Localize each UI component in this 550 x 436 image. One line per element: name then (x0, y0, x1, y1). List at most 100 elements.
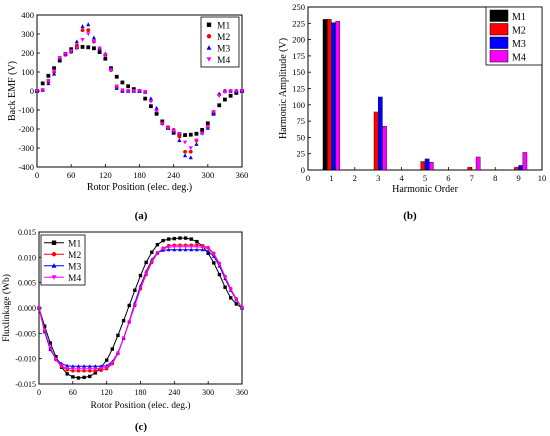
data-point (70, 364, 75, 368)
data-point (59, 364, 64, 368)
legend-label: M2 (217, 33, 230, 43)
x-tick-label: 240 (168, 388, 180, 397)
data-point (114, 84, 119, 89)
data-point (143, 96, 148, 101)
data-point (34, 89, 40, 94)
data-point (144, 271, 149, 276)
data-point (74, 43, 79, 48)
data-point (161, 247, 165, 251)
data-point (155, 242, 160, 247)
data-point (178, 245, 182, 249)
x-tick-label: 360 (236, 388, 248, 397)
y-tick-label: 0.000 (18, 304, 36, 313)
data-point (40, 88, 45, 93)
data-point (205, 121, 210, 126)
bar (522, 152, 528, 171)
legend-label: M1 (68, 239, 81, 249)
data-point (116, 333, 120, 338)
y-tick-label: 125 (292, 84, 305, 94)
bar (322, 19, 328, 171)
data-point (87, 367, 92, 371)
data-point (234, 302, 239, 306)
bar (475, 156, 481, 171)
x-tick-label: 7 (470, 173, 474, 183)
x-tick-label: 60 (69, 388, 77, 397)
data-point (48, 341, 52, 345)
x-tick-label: 240 (167, 170, 180, 180)
x-axis-label: Rotor Position (elec. deg.) (87, 182, 192, 193)
x-tick-label: 8 (493, 173, 497, 183)
data-point (131, 89, 136, 94)
y-tick-label: 0.010 (18, 253, 36, 262)
bar (429, 161, 434, 171)
data-point (234, 297, 239, 302)
data-point (63, 52, 68, 57)
legend-label: M3 (68, 262, 81, 272)
bar (331, 22, 336, 171)
x-tick-label: 5 (423, 173, 427, 183)
data-point (211, 110, 216, 115)
y-tick-label: -0.010 (15, 355, 36, 364)
bar (326, 19, 332, 171)
data-point (88, 374, 92, 379)
data-point (155, 251, 160, 255)
data-point (87, 364, 92, 368)
data-point (54, 357, 58, 362)
data-point (127, 320, 132, 324)
x-tick-label: 4 (399, 173, 404, 183)
data-point (121, 318, 126, 323)
x-tick-label: 10 (538, 173, 547, 183)
data-point (217, 262, 222, 266)
data-point (166, 247, 171, 252)
y-tick-label: 0 (30, 86, 34, 96)
data-point (132, 303, 137, 307)
x-axis-label: Rotor Position (elec. deg.) (91, 400, 191, 411)
legend-label: M3 (512, 39, 526, 50)
data-point (46, 81, 51, 86)
y-tick-label: 0.005 (18, 279, 36, 288)
data-point (161, 238, 165, 243)
data-point (200, 128, 205, 132)
data-point (150, 250, 154, 254)
data-point (76, 376, 81, 380)
data-point (65, 366, 70, 371)
x-tick-label: 300 (201, 170, 214, 180)
data-point (178, 247, 182, 252)
data-point (223, 285, 227, 289)
data-point (91, 39, 97, 44)
legend-label: M3 (217, 44, 230, 54)
data-point (188, 132, 193, 137)
x-tick-label: 6 (446, 173, 450, 183)
y-tick-label: 150 (292, 67, 305, 77)
x-tick-label: 2 (353, 173, 357, 183)
legend-marker (51, 240, 57, 245)
data-point (76, 367, 81, 371)
data-point (108, 68, 114, 73)
data-point (188, 146, 193, 151)
data-point (80, 37, 85, 42)
data-point (228, 89, 233, 94)
data-point (104, 358, 109, 362)
data-point (194, 131, 199, 136)
y-tick-label: 200 (292, 35, 305, 45)
data-point (182, 153, 188, 158)
bar (382, 126, 387, 171)
data-point (195, 245, 199, 249)
data-point (133, 288, 137, 292)
data-point (76, 364, 81, 368)
legend-marker (51, 252, 57, 257)
y-tick-label: 300 (21, 29, 34, 39)
legend-label: M2 (512, 25, 526, 36)
data-point (51, 71, 57, 76)
data-point (183, 149, 187, 154)
panel-label-a: (a) (135, 210, 148, 222)
data-point (217, 272, 222, 277)
data-point (97, 50, 102, 54)
bar (378, 96, 383, 171)
data-point (137, 89, 142, 94)
data-point (160, 122, 165, 127)
data-point (40, 81, 45, 86)
data-point (80, 28, 85, 33)
data-point (138, 273, 143, 278)
x-tick-label: 120 (101, 388, 113, 397)
